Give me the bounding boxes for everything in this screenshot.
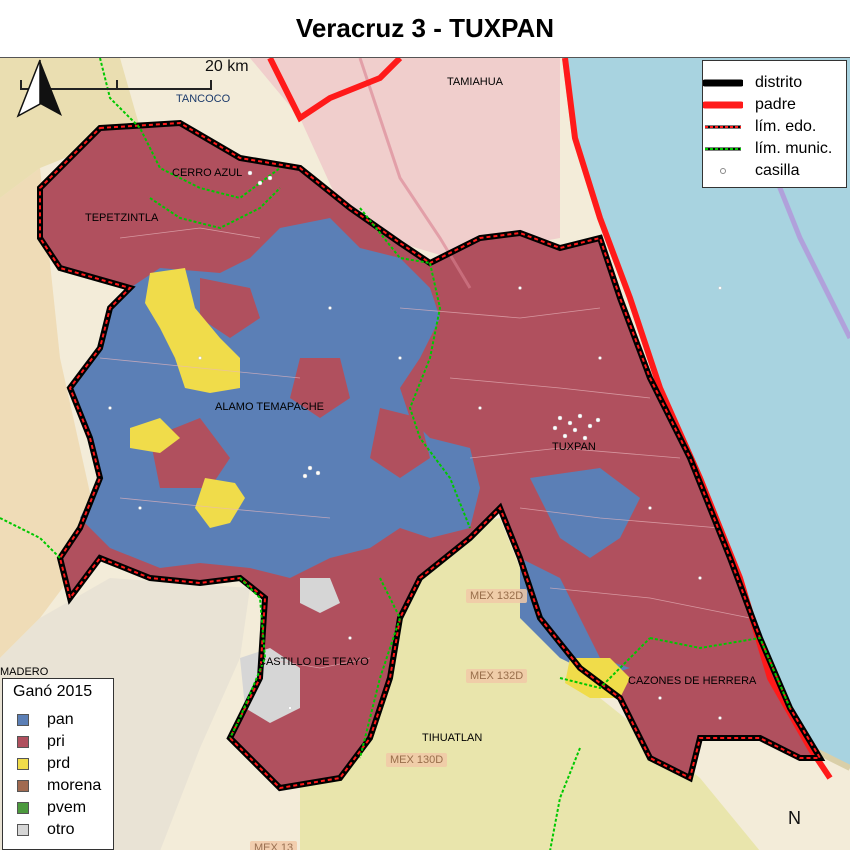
scale-bar: [20, 76, 220, 96]
legend-label-distrito: distrito: [755, 74, 803, 91]
pvem-swatch: [17, 802, 29, 814]
place-label-cazones-de-herrera: CAZONES DE HERRERA: [628, 675, 757, 687]
legend-label-prd: prd: [47, 755, 71, 772]
scale-tick: [20, 80, 22, 90]
legend-label-lim-edo: lím. edo.: [755, 118, 817, 135]
prd-swatch: [17, 758, 29, 770]
party-legend-title: Ganó 2015: [13, 683, 93, 700]
place-label-castillo-de-teayo: CASTILLO DE TEAYO: [258, 656, 369, 668]
place-label-tancoco: TANCOCO: [176, 93, 231, 105]
scale-tick: [116, 80, 118, 90]
legend-label-padre: padre: [755, 96, 796, 113]
otro-swatch: [17, 824, 29, 836]
pan-swatch: [17, 714, 29, 726]
parent-border-north: [267, 58, 403, 123]
map-canvas[interactable]: TANCOCO TAMIAHUA CERRO AZUL TEPETZINTLA …: [0, 57, 850, 850]
road-shield-mex-132d-2: MEX 132D: [466, 669, 528, 683]
prd-region-north: [145, 268, 240, 393]
gulf-of-mexico: [565, 58, 850, 768]
scale-tick: [210, 80, 212, 90]
polling-stations: [108, 170, 722, 720]
surrounding-area-north: [250, 58, 560, 258]
distrito-line-icon: [703, 79, 743, 87]
pri-swatch: [17, 736, 29, 748]
surrounding-area-south: [300, 518, 760, 850]
party-legend: Ganó 2015 pan pri prd morena pvem otro: [2, 678, 114, 850]
place-label-tamiahua: TAMIAHUA: [447, 76, 504, 88]
legend-label-casilla: casilla: [755, 162, 800, 179]
place-label-madero: MADERO: [0, 666, 49, 678]
pan-region-east-1: [530, 468, 640, 558]
road-shield-mex-132d-1: MEX 132D: [466, 589, 528, 603]
legend-label-lim-munic: lím. munic.: [755, 140, 833, 157]
north-label: N: [788, 808, 801, 828]
pri-pocket-3: [370, 408, 430, 478]
padre-line-icon: [703, 101, 743, 109]
legend-label-morena: morena: [47, 777, 102, 794]
place-label-tepetzintla: TEPETZINTLA: [85, 212, 159, 224]
legend-label-otro: otro: [47, 821, 75, 838]
municipal-boundaries: [0, 58, 791, 850]
place-label-cerro-azul: CERRO AZUL: [172, 167, 243, 179]
place-label-tihuatlan: TIHUATLAN: [422, 732, 483, 744]
place-label-alamo-temapache: ALAMO TEMAPACHE: [215, 401, 325, 413]
road-shield-mex-130d: MEX 130D: [386, 753, 448, 767]
road-shield-mex-13: MEX 13: [250, 841, 298, 850]
place-label-tuxpan: TUXPAN: [552, 441, 596, 453]
map-svg: [0, 58, 850, 850]
legend-label-pvem: pvem: [47, 799, 87, 816]
pri-pocket-2: [290, 358, 350, 418]
prd-region-west: [130, 418, 180, 453]
otro-region-2: [300, 578, 340, 613]
casilla-dot-icon: [720, 168, 726, 174]
boundary-legend: distrito padre lím. edo. lím. munic. cas…: [702, 60, 847, 188]
pan-region-east-2: [520, 558, 630, 678]
municipal-boundary-icon: [705, 147, 741, 151]
map-title: Veracruz 3 - TUXPAN: [295, 13, 555, 43]
north-arrow-icon: [16, 59, 62, 118]
legend-label-pan: pan: [47, 711, 74, 728]
municipal-subdivisions: [99, 227, 751, 669]
morena-swatch: [17, 780, 29, 792]
prd-region-center: [195, 478, 245, 528]
state-boundary-icon: [705, 125, 741, 129]
legend-label-pri: pri: [47, 733, 65, 750]
pri-pocket-1: [200, 278, 260, 338]
otro-region-1: [240, 648, 300, 723]
scale-label: 20 km: [205, 58, 249, 75]
district-outline-inner: [39, 121, 822, 790]
